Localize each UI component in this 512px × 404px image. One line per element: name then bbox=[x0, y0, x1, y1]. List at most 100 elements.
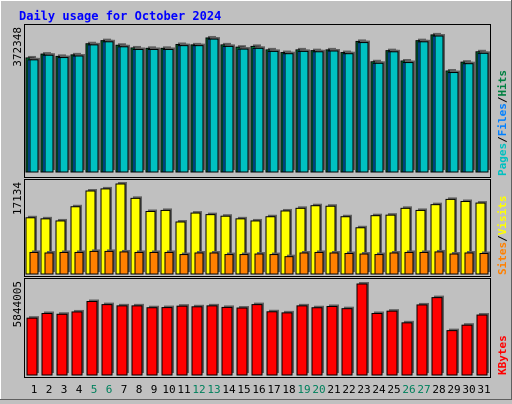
kbytes-bar bbox=[206, 305, 218, 376]
pages-bar bbox=[434, 35, 444, 173]
sites-bar bbox=[194, 252, 204, 275]
legend-kbytes-item: KBytes bbox=[496, 335, 509, 375]
panel-visits-frame bbox=[24, 179, 491, 277]
pages-bar bbox=[449, 72, 459, 173]
sites-bar bbox=[419, 251, 429, 275]
pages-bar bbox=[464, 63, 474, 173]
sites-bar bbox=[119, 251, 129, 275]
pages-bar bbox=[104, 41, 114, 173]
x-label-day: 29 bbox=[447, 383, 460, 396]
kbytes-bar bbox=[476, 314, 488, 376]
pages-bar bbox=[239, 48, 249, 173]
kbytes-bar bbox=[101, 304, 113, 376]
pages-bar bbox=[164, 48, 174, 173]
kbytes-bar bbox=[311, 307, 323, 376]
pages-bar bbox=[269, 50, 279, 173]
kbytes-bar bbox=[386, 310, 398, 376]
x-label-day: 17 bbox=[267, 383, 280, 396]
sites-bar bbox=[89, 250, 99, 275]
kbytes-bar bbox=[86, 301, 98, 376]
x-label-day: 25 bbox=[387, 383, 400, 396]
x-label-day: 18 bbox=[282, 383, 295, 396]
legend-visits-sites-item: / bbox=[496, 235, 509, 242]
x-label-day: 8 bbox=[136, 383, 143, 396]
kbytes-bar bbox=[251, 304, 263, 376]
kbytes-bar bbox=[431, 297, 443, 376]
kbytes-bars bbox=[26, 282, 489, 376]
sites-bar bbox=[29, 251, 39, 275]
pages-bar bbox=[374, 62, 384, 173]
kbytes-bar bbox=[341, 308, 353, 376]
kbytes-bar bbox=[416, 304, 428, 376]
sites-bar bbox=[314, 251, 324, 275]
sites-bar bbox=[254, 253, 264, 275]
legend-kbytes: KBytes bbox=[496, 335, 509, 375]
legend-hits-files-pages-item: Hits bbox=[496, 70, 509, 97]
kbytes-bar bbox=[221, 306, 233, 376]
kbytes-bar bbox=[461, 324, 473, 376]
kbytes-bar bbox=[371, 312, 383, 376]
x-label-day: 13 bbox=[207, 383, 220, 396]
kbytes-bar bbox=[71, 311, 83, 376]
sites-bar bbox=[404, 251, 414, 275]
kbytes-bar bbox=[131, 305, 143, 376]
pages-bar bbox=[149, 48, 159, 173]
legend-hits-files-pages: Pages/Files/Hits bbox=[496, 70, 509, 176]
legend-visits-sites-item: Visits bbox=[496, 196, 509, 236]
sites-bar bbox=[464, 252, 474, 275]
x-label-day: 7 bbox=[121, 383, 128, 396]
sites-bar bbox=[134, 251, 144, 275]
sites-bar bbox=[389, 252, 399, 275]
x-axis-labels: 1 2 3 4 5 6 7 8 9 10 11 12 13 14 15 16 17 18 19 20 21 22 23 24 2… bbox=[31, 383, 491, 396]
pages-bar bbox=[89, 44, 99, 173]
x-label-day: 9 bbox=[151, 383, 158, 396]
legend-visits-sites-item: Sites bbox=[496, 242, 509, 275]
kbytes-bar bbox=[146, 307, 158, 376]
kbytes-bar bbox=[266, 311, 278, 376]
pages-bar bbox=[134, 48, 144, 173]
x-label-day: 28 bbox=[432, 383, 445, 396]
pages-bar bbox=[29, 59, 39, 173]
pages-bar bbox=[44, 54, 54, 173]
x-label-day: 16 bbox=[252, 383, 265, 396]
pages-bar bbox=[329, 50, 339, 173]
x-label-day: 15 bbox=[237, 383, 250, 396]
sites-bar bbox=[479, 253, 489, 275]
x-label-day: 27 bbox=[417, 383, 430, 396]
x-label-day: 14 bbox=[222, 383, 236, 396]
kbytes-bar bbox=[191, 306, 203, 376]
legend-hits-files-pages-item: Pages bbox=[496, 143, 509, 176]
sites-bar bbox=[74, 251, 84, 275]
sites-bar bbox=[359, 253, 369, 275]
pages-bar bbox=[419, 41, 429, 173]
x-label-day: 11 bbox=[177, 383, 190, 396]
kbytes-bar bbox=[56, 313, 68, 376]
legend-hits-files-pages-item: / bbox=[496, 96, 509, 103]
kbytes-bar bbox=[176, 305, 188, 376]
pages-bar bbox=[194, 45, 204, 173]
x-label-day: 1 bbox=[31, 383, 38, 396]
x-label-day: 20 bbox=[312, 383, 325, 396]
kbytes-bar bbox=[161, 307, 173, 376]
kbytes-bar bbox=[356, 283, 368, 376]
pages-bar bbox=[59, 57, 69, 173]
x-label-day: 21 bbox=[327, 383, 340, 396]
sites-bar bbox=[239, 254, 249, 275]
x-label-day: 6 bbox=[106, 383, 113, 396]
x-label-day: 26 bbox=[402, 383, 415, 396]
pages-bar bbox=[254, 47, 264, 173]
panel-hits-frame bbox=[24, 24, 491, 178]
x-label-day: 30 bbox=[462, 383, 475, 396]
x-label-day: 23 bbox=[357, 383, 370, 396]
x-label-day: 4 bbox=[76, 383, 83, 396]
sites-bar bbox=[59, 251, 69, 275]
kbytes-max-label: 5844005 bbox=[11, 281, 24, 327]
pages-bar bbox=[389, 51, 399, 173]
kbytes-bar bbox=[326, 305, 338, 376]
kbytes-bar bbox=[116, 305, 128, 376]
sites-bar bbox=[374, 254, 384, 275]
kbytes-bar bbox=[281, 312, 293, 376]
